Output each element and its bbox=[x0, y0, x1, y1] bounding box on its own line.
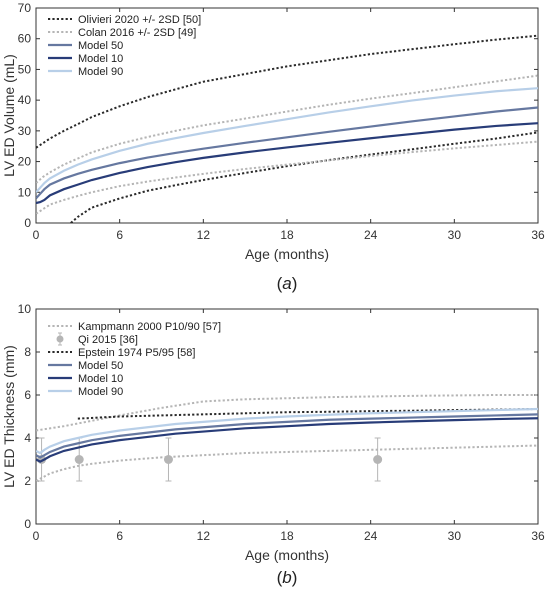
x-tick-label: 18 bbox=[280, 228, 294, 242]
y-tick-label: 20 bbox=[18, 155, 32, 169]
y-tick-label: 60 bbox=[18, 32, 32, 46]
y-tick-label: 10 bbox=[18, 185, 32, 199]
chart-panel-a: 0 6 12 18 24 30 36 0 10 20 30 40 50 60 70 Age (months) L… bbox=[1, 1, 545, 293]
x-tick-label: 12 bbox=[197, 228, 211, 242]
x-tick-label: 18 bbox=[280, 529, 294, 543]
y-tick-label: 50 bbox=[18, 62, 32, 76]
panel-caption: (a) bbox=[277, 274, 298, 293]
y-tick-label: 0 bbox=[24, 517, 31, 531]
y-tick-label: 4 bbox=[24, 431, 31, 445]
series-olivieri-2020-2sd-50-line-2 bbox=[70, 131, 538, 223]
panel-caption: (b) bbox=[277, 568, 298, 587]
qi-data-point bbox=[163, 455, 173, 464]
legend-swatch-marker bbox=[56, 335, 64, 343]
legend-entry: Model 50 bbox=[78, 40, 123, 52]
y-tick-label: 70 bbox=[18, 1, 32, 15]
series-model-50-line bbox=[36, 413, 538, 459]
x-tick-label: 0 bbox=[33, 529, 40, 543]
x-tick-label: 6 bbox=[116, 228, 123, 242]
x-tick-label: 24 bbox=[364, 529, 378, 543]
y-tick-label: 2 bbox=[24, 474, 31, 488]
y-axis-label: LV ED Volume (mL) bbox=[1, 54, 17, 177]
series-model-90-line bbox=[36, 87, 538, 194]
legend-entry: Epstein 1974 P5/95 [58] bbox=[78, 347, 195, 359]
x-tick-label: 24 bbox=[364, 228, 378, 242]
y-tick-label: 30 bbox=[18, 124, 32, 138]
legend-entry: Model 50 bbox=[78, 360, 123, 372]
series-model-10-line bbox=[36, 417, 538, 463]
legend-entry: Olivieri 2020 +/- 2SD [50] bbox=[78, 14, 201, 26]
y-tick-label: 6 bbox=[24, 388, 31, 402]
x-axis-label: Age (months) bbox=[245, 547, 329, 563]
plot-area bbox=[36, 394, 538, 482]
y-tick-label: 0 bbox=[24, 216, 31, 230]
x-tick-label: 12 bbox=[197, 529, 211, 543]
plot-area bbox=[36, 34, 538, 223]
series-model-10-line bbox=[36, 122, 538, 205]
legend-entry: Model 10 bbox=[78, 373, 123, 385]
series-kampmann-2000-p10-90-57-line-1 bbox=[36, 394, 538, 432]
qi-data-point bbox=[373, 455, 383, 464]
legend-entry: Model 10 bbox=[78, 53, 123, 65]
legend-entry: Kampmann 2000 P10/90 [57] bbox=[78, 321, 221, 333]
series-model-50-line bbox=[36, 106, 538, 200]
x-tick-label: 36 bbox=[531, 529, 545, 543]
legend-entry: Model 90 bbox=[78, 66, 123, 78]
series-colan-2016-2sd-49-line-1 bbox=[36, 74, 538, 184]
x-tick-label: 6 bbox=[116, 529, 123, 543]
legend: Kampmann 2000 P10/90 [57]Qi 2015 [36]Eps… bbox=[48, 321, 221, 398]
series-colan-2016-2sd-49-line-2 bbox=[36, 140, 538, 215]
legend: Olivieri 2020 +/- 2SD [50]Colan 2016 +/-… bbox=[48, 14, 201, 78]
qi-data-point bbox=[74, 455, 84, 464]
series-olivieri-2020-2sd-50-line-1 bbox=[36, 34, 538, 149]
series-kampmann-2000-p10-90-57-line-2 bbox=[36, 444, 538, 482]
legend-entry: Qi 2015 [36] bbox=[78, 334, 138, 346]
y-tick-label: 10 bbox=[18, 302, 32, 316]
y-tick-label: 8 bbox=[24, 345, 31, 359]
x-tick-label: 30 bbox=[448, 228, 462, 242]
legend-entry: Model 90 bbox=[78, 386, 123, 398]
x-tick-label: 0 bbox=[33, 228, 40, 242]
y-tick-label: 40 bbox=[18, 93, 32, 107]
x-tick-label: 30 bbox=[448, 529, 462, 543]
x-tick-label: 36 bbox=[531, 228, 545, 242]
legend-entry: Colan 2016 +/- 2SD [49] bbox=[78, 27, 196, 39]
y-axis-label: LV ED Thickness (mm) bbox=[1, 345, 17, 488]
series-model-90-line bbox=[36, 407, 538, 455]
x-axis-label: Age (months) bbox=[245, 246, 329, 262]
